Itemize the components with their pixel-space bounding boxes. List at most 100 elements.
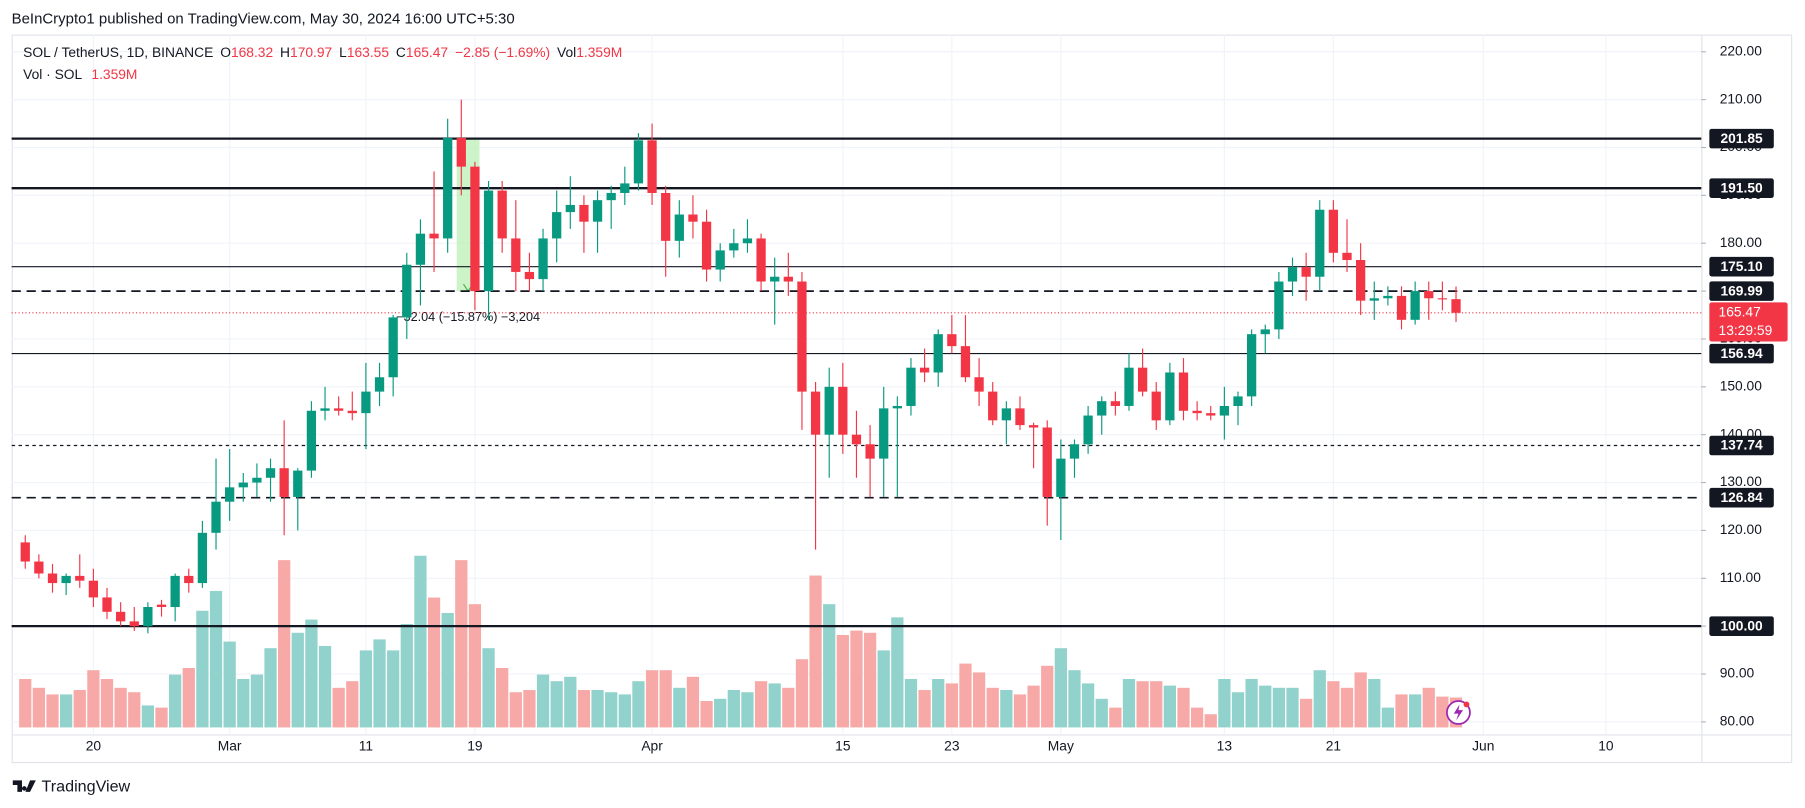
candle-body — [688, 214, 698, 222]
price-tags: 201.85 191.50 175.10 169.99 156.94 137.74 126.… — [1709, 128, 1788, 636]
change: −2.85 (−1.69%) — [455, 44, 550, 60]
candle-body — [988, 391, 998, 421]
alert-icon[interactable] — [1446, 700, 1471, 725]
x-tick-label: May — [1048, 738, 1074, 754]
volume-bar — [223, 641, 236, 728]
candle-body — [770, 276, 780, 282]
measure: −32.04 (−15.87%) −3,204 — [396, 137, 540, 324]
candle-body — [1219, 405, 1230, 416]
y-tick-label: 90.00 — [1720, 665, 1755, 681]
volume-bar — [850, 630, 863, 728]
candle-body — [1287, 267, 1298, 282]
volume-bar — [700, 701, 713, 728]
countdown: 13:29:59 — [1719, 322, 1773, 338]
volume-bar — [359, 650, 373, 728]
volume-bar — [32, 687, 46, 728]
volume-bar — [564, 676, 577, 728]
candle-body — [1301, 267, 1311, 277]
volume-bar — [605, 692, 618, 728]
x-tick-label: Mar — [218, 738, 242, 754]
volume-bar — [1150, 681, 1163, 728]
footer-logo[interactable]: TradingView — [12, 778, 131, 796]
volume-bar — [632, 681, 645, 728]
volume-bar — [1190, 707, 1204, 728]
candle-body — [783, 276, 793, 282]
c-value: 165.47 — [406, 44, 448, 60]
level-tag — [1709, 616, 1774, 636]
candle-body — [1015, 408, 1025, 426]
volume-bar — [714, 698, 727, 728]
volume-bar — [387, 650, 400, 728]
candle-body — [1437, 298, 1448, 300]
volume-bar — [754, 681, 768, 728]
x-tick-label: 11 — [359, 738, 373, 754]
c-label: C — [396, 44, 406, 60]
candle-body — [1451, 299, 1461, 313]
candle-body — [524, 271, 535, 280]
level-label: 191.50 — [1720, 179, 1763, 195]
volume-bar — [1231, 692, 1245, 728]
volume-bar — [741, 692, 754, 728]
candle-body — [1356, 259, 1366, 301]
candle-body — [184, 575, 194, 584]
volume-bar — [305, 619, 318, 728]
candle-body — [1165, 372, 1175, 421]
y-tick-label: 220.00 — [1720, 42, 1763, 58]
volume-bar — [782, 687, 795, 728]
x-tick-label: 23 — [944, 738, 960, 754]
candle-body — [756, 238, 766, 282]
legend: SOL / TetherUS, 1D, BINANCE O168.32 H170.9… — [23, 44, 622, 60]
volume-bar — [87, 670, 100, 728]
y-tick-label: 110.00 — [1720, 569, 1762, 585]
candle-body — [470, 166, 480, 292]
candle-body — [1206, 413, 1216, 416]
candle-body — [252, 477, 262, 483]
volume-bar — [1354, 672, 1367, 728]
volume-bar — [891, 617, 904, 728]
candle-body — [1137, 367, 1148, 392]
candle-body — [633, 140, 644, 184]
candle-body — [661, 192, 671, 241]
level-tag — [1709, 435, 1774, 456]
candle-body — [347, 410, 357, 414]
volume-bar — [809, 575, 822, 728]
candle-body — [879, 408, 889, 459]
candle-body — [1246, 334, 1257, 397]
volume-bar — [877, 650, 890, 728]
volume-series-title: Vol · SOL — [23, 65, 82, 81]
h-value: 170.97 — [290, 44, 332, 60]
candle-body — [742, 238, 753, 244]
volume-bar — [318, 645, 332, 728]
candle-body — [810, 391, 821, 435]
candle-body — [620, 183, 630, 193]
y-tick-label: 210.00 — [1720, 90, 1763, 106]
y-tick-label: 80.00 — [1720, 713, 1755, 729]
candle-body — [1097, 401, 1107, 416]
candle-body — [1178, 372, 1189, 411]
candle-body — [293, 470, 303, 497]
volume-bar — [918, 690, 931, 728]
volume-bar — [591, 690, 604, 728]
last-price-label: 165.47 — [1719, 303, 1761, 319]
volume-bar — [1272, 687, 1286, 728]
y-tick-label: 180.00 — [1720, 234, 1763, 250]
vol-value: 1.359M — [576, 44, 622, 60]
level-label: 126.84 — [1720, 489, 1763, 505]
candle-body — [647, 140, 657, 193]
grid — [11, 34, 1702, 735]
candle-body — [565, 204, 575, 213]
candle-body — [61, 575, 71, 584]
candle-body — [225, 487, 235, 502]
volume-bar — [577, 690, 591, 728]
volume-bar — [1000, 690, 1013, 728]
candle-body — [1369, 298, 1379, 301]
volume-bar — [618, 694, 631, 728]
candle-body — [497, 190, 507, 239]
volume-bar — [1218, 679, 1231, 728]
candle-body — [34, 561, 44, 574]
volume-bar — [795, 659, 809, 728]
volume-bar — [264, 648, 277, 728]
volume-bar — [373, 639, 386, 728]
volume-bar — [945, 683, 958, 728]
volume-bar — [427, 597, 441, 728]
